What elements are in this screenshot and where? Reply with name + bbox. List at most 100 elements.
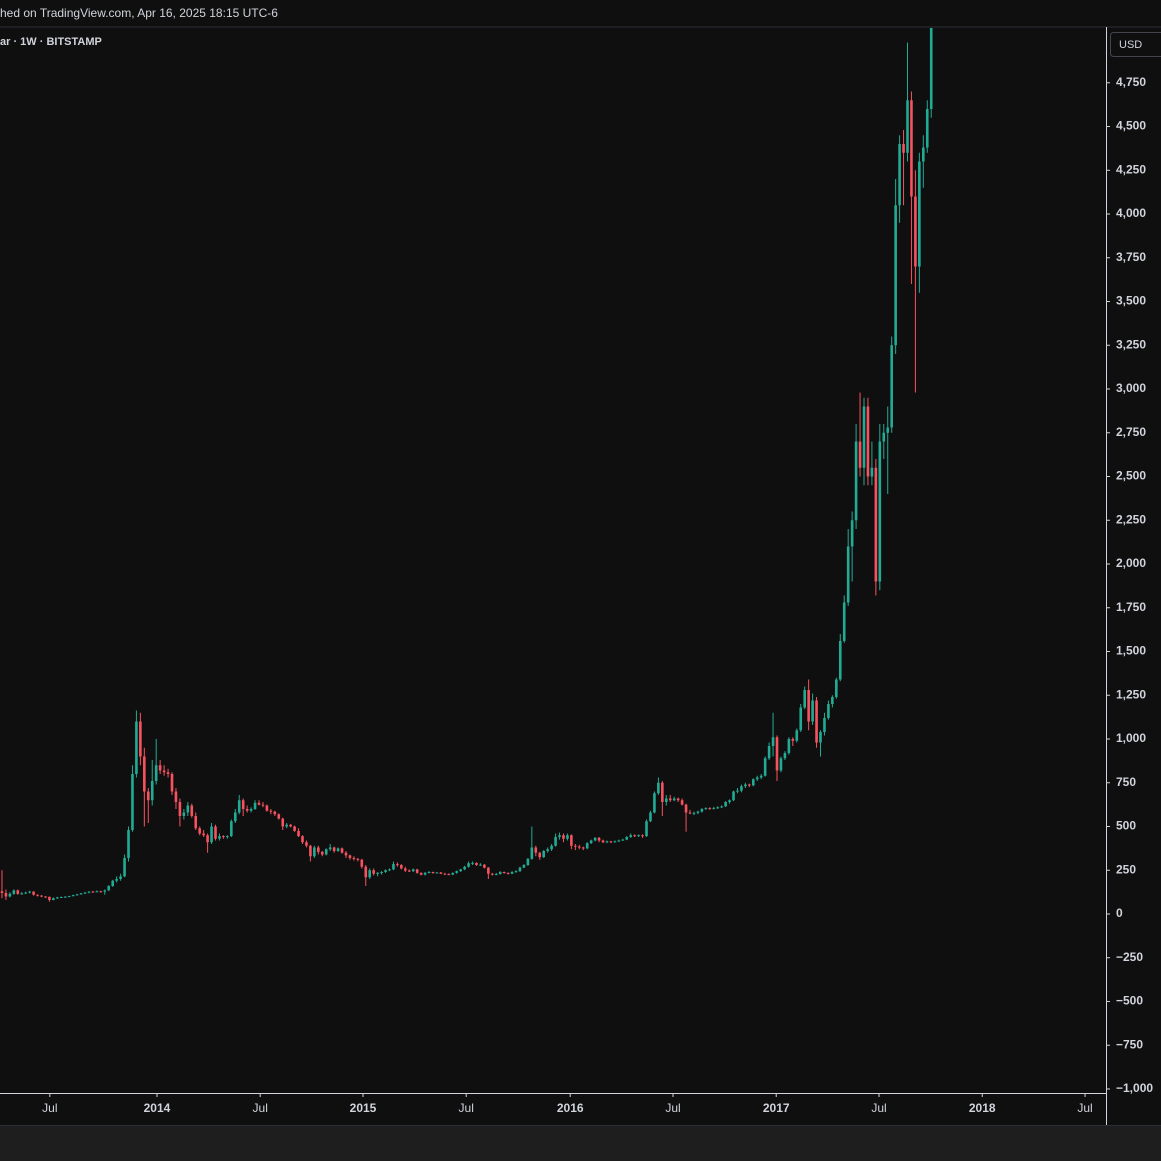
candles: [0, 28, 933, 902]
candle-body: [158, 765, 162, 771]
candle-body: [910, 100, 913, 197]
y-tick-label: −500: [1116, 994, 1143, 1008]
candle-body: [230, 821, 233, 837]
candle-body: [380, 871, 383, 873]
candle-body: [245, 808, 249, 811]
x-tick-label: 2017: [763, 1101, 790, 1115]
candle-body: [748, 784, 751, 786]
candle-body: [831, 696, 834, 704]
candle-body: [214, 826, 217, 839]
candle-body: [376, 872, 379, 874]
candle-body: [716, 807, 719, 809]
candle-body: [625, 836, 629, 840]
candle-body: [487, 867, 490, 874]
candle-body: [269, 810, 273, 812]
y-tick-label: 3,000: [1116, 381, 1146, 395]
candle-body: [483, 864, 486, 868]
candle-body: [222, 836, 225, 838]
candle-body: [649, 812, 652, 822]
candle-body: [360, 859, 364, 867]
candle-body: [423, 872, 427, 875]
x-tick-label: 2015: [350, 1101, 377, 1115]
candle-body: [755, 777, 759, 780]
candle-body: [680, 800, 684, 805]
x-tick-label: 2016: [557, 1101, 584, 1115]
candle-body: [566, 835, 569, 839]
candle-body: [803, 689, 806, 708]
candle-body: [890, 345, 893, 428]
candle-body: [182, 812, 186, 816]
candle-body: [874, 467, 878, 582]
candle-body: [91, 891, 95, 893]
candle-body: [538, 852, 542, 858]
currency-button[interactable]: [1110, 32, 1161, 57]
candle-body: [32, 891, 35, 895]
y-tick-label: 0: [1116, 906, 1123, 920]
candle-body: [763, 758, 767, 776]
candle-body: [24, 892, 28, 894]
candle-body: [71, 895, 75, 897]
candle-body: [459, 869, 462, 872]
candle-body: [502, 871, 506, 873]
candle-body: [878, 441, 882, 582]
candle-body: [202, 833, 205, 836]
candle-body: [633, 835, 636, 837]
candle-body: [740, 786, 743, 791]
candle-body: [771, 737, 775, 746]
y-tick-label: 1,500: [1116, 644, 1146, 658]
candle-body: [589, 840, 593, 844]
candle-body: [558, 835, 561, 837]
y-tick-label: 2,250: [1116, 512, 1146, 526]
candle-body: [16, 890, 20, 894]
candle-body: [696, 811, 700, 813]
candle-body: [779, 758, 783, 771]
candle-body: [348, 855, 352, 858]
candle-body: [4, 892, 8, 897]
candle-body: [653, 793, 656, 813]
candle-body: [637, 835, 640, 837]
candle-body: [143, 756, 146, 792]
y-tick-label: 750: [1116, 775, 1136, 789]
candle-body: [530, 847, 534, 859]
candle-body: [827, 703, 830, 718]
candle-body: [498, 871, 502, 875]
candle-body: [455, 871, 459, 873]
candle-body: [700, 808, 704, 812]
candle-body: [75, 894, 79, 896]
candle-body: [83, 892, 87, 894]
candle-body: [415, 869, 419, 873]
candle-body: [668, 798, 672, 801]
candle-body: [688, 812, 692, 814]
candle-body: [629, 835, 633, 837]
candle-body: [522, 864, 526, 868]
candle-body: [494, 874, 498, 876]
candle-body: [463, 866, 466, 870]
candle-body: [605, 841, 609, 843]
candle-body: [170, 773, 174, 792]
candle-body: [838, 640, 842, 680]
y-tick-label: 500: [1116, 819, 1136, 833]
x-tick-label: 2014: [144, 1101, 171, 1115]
x-tick-label: 2018: [969, 1101, 996, 1115]
candle-body: [815, 700, 818, 743]
candle-body: [898, 144, 901, 206]
currency-label[interactable]: USD: [1119, 39, 1142, 51]
y-tick-label: 4,500: [1116, 119, 1146, 133]
candle-body: [218, 836, 221, 839]
candle-body: [404, 868, 407, 871]
candle-body: [301, 836, 304, 843]
header-bar: [0, 0, 1161, 27]
candle-body: [621, 839, 625, 841]
y-tick-label: 3,750: [1116, 250, 1146, 264]
candle-body: [886, 427, 890, 433]
candle-body: [475, 862, 478, 865]
candle-body: [506, 872, 510, 874]
y-tick-label: 2,750: [1116, 425, 1146, 439]
candle-body: [95, 891, 99, 893]
candle-body: [664, 798, 668, 802]
candle-body: [479, 864, 482, 866]
candle-body: [20, 893, 24, 895]
candle-body: [48, 896, 51, 900]
candle-body: [435, 872, 439, 874]
